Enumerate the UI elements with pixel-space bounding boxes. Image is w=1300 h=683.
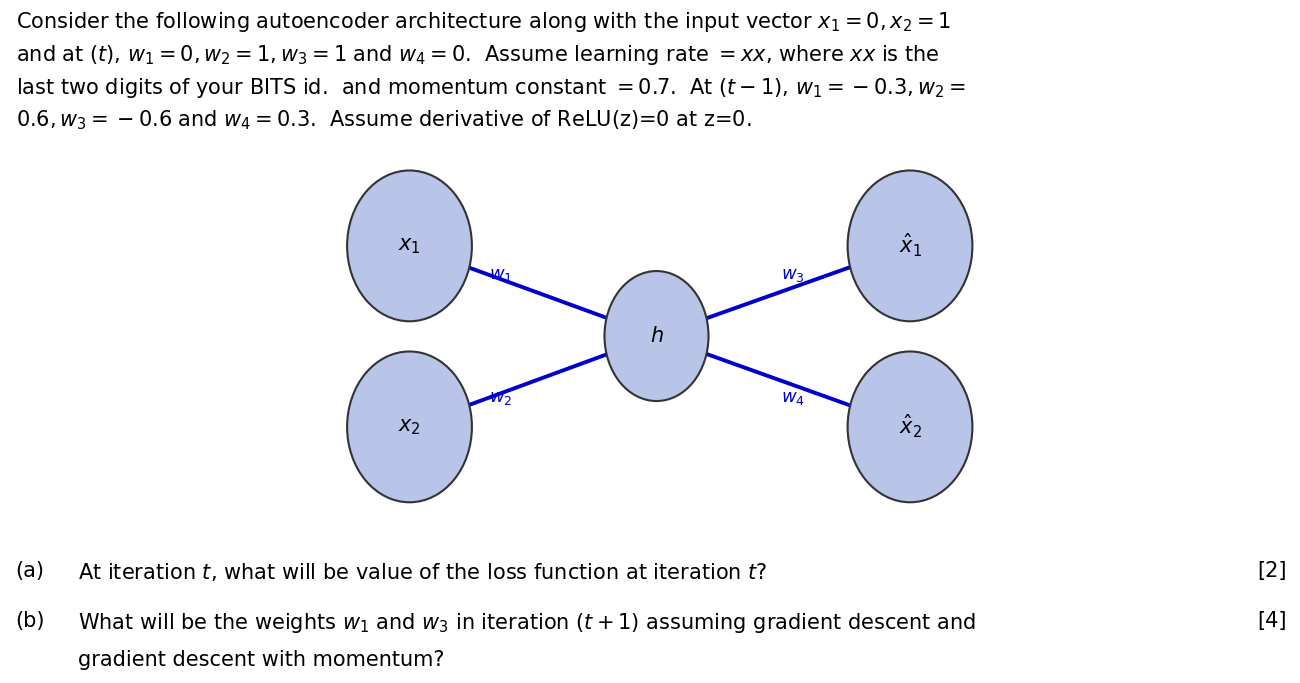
Text: At iteration $t$, what will be value of the loss function at iteration $t$?: At iteration $t$, what will be value of … <box>78 561 767 583</box>
Text: $h$: $h$ <box>650 326 663 346</box>
Text: Consider the following autoencoder architecture along with the input vector $x_1: Consider the following autoencoder archi… <box>16 10 950 34</box>
FancyArrowPatch shape <box>680 255 883 328</box>
Text: $\hat{x}_2$: $\hat{x}_2$ <box>898 413 922 441</box>
Text: (b): (b) <box>16 611 46 631</box>
FancyArrowPatch shape <box>433 255 629 327</box>
Ellipse shape <box>347 171 472 321</box>
Text: [4]: [4] <box>1257 611 1287 631</box>
Text: $x_2$: $x_2$ <box>398 417 421 437</box>
Text: $w_2$: $w_2$ <box>489 389 512 406</box>
Ellipse shape <box>347 352 472 502</box>
Text: $w_1$: $w_1$ <box>489 266 512 283</box>
Text: and at $(t)$, $w_1 = 0, w_2 = 1, w_3 = 1$ and $w_4 = 0$.  Assume learning rate $: and at $(t)$, $w_1 = 0, w_2 = 1, w_3 = 1… <box>16 43 939 67</box>
Text: $w_3$: $w_3$ <box>781 266 805 283</box>
Text: $x_1$: $x_1$ <box>398 236 421 256</box>
Text: $w_4$: $w_4$ <box>781 389 805 406</box>
Text: $0.6, w_3 = -0.6$ and $w_4 = 0.3$.  Assume derivative of ReLU(z)=0 at z=0.: $0.6, w_3 = -0.6$ and $w_4 = 0.3$. Assum… <box>16 109 751 133</box>
Text: last two digits of your BITS id.  and momentum constant $= 0.7$.  At $(t-1)$, $w: last two digits of your BITS id. and mom… <box>16 76 966 100</box>
FancyArrowPatch shape <box>433 345 629 418</box>
Ellipse shape <box>848 171 972 321</box>
Text: (a): (a) <box>16 561 44 581</box>
Ellipse shape <box>604 271 708 401</box>
Text: gradient descent with momentum?: gradient descent with momentum? <box>78 650 445 670</box>
Text: What will be the weights $w_1$ and $w_3$ in iteration $(t+1)$ assuming gradient : What will be the weights $w_1$ and $w_3$… <box>78 611 976 635</box>
Ellipse shape <box>848 352 972 502</box>
FancyArrowPatch shape <box>680 344 883 418</box>
Text: $\hat{x}_1$: $\hat{x}_1$ <box>898 232 922 260</box>
Text: [2]: [2] <box>1257 561 1287 581</box>
